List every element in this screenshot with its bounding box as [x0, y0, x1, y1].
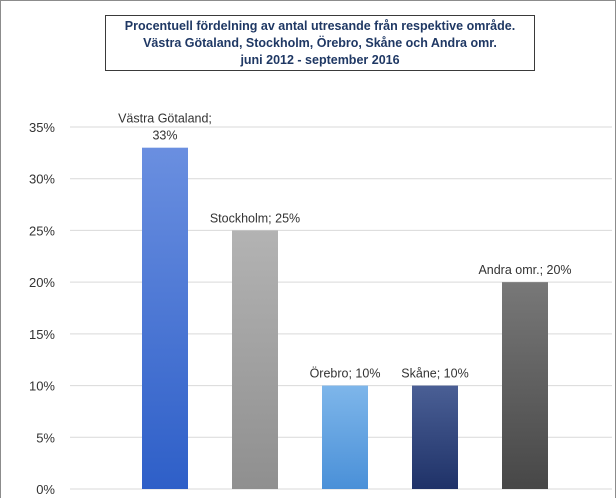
chart-title-box: Procentuell fördelning av antal utresand… [105, 15, 535, 71]
bar-skåne [412, 385, 458, 489]
y-tick-label-5: 5% [36, 430, 55, 445]
chart-title-line-1: Procentuell fördelning av antal utresand… [124, 18, 516, 33]
data-label-3-0: Skåne; 10% [401, 367, 468, 381]
y-tick-label-30: 30% [29, 172, 55, 187]
y-tick-label-25: 25% [29, 223, 55, 238]
chart-title-line-2: Västra Götaland, Stockholm, Örebro, Skån… [143, 35, 497, 50]
y-axis-tick-labels: 0% 5% 10% 15% 20% 25% 30% 35% [29, 120, 55, 497]
y-tick-label-0: 0% [36, 482, 55, 497]
chart-title-line-3: juni 2012 - september 2016 [240, 52, 400, 67]
y-tick-label-10: 10% [29, 379, 55, 394]
bar-andra-omr- [502, 282, 548, 489]
data-label-2-0: Örebro; 10% [310, 367, 381, 381]
bars [142, 147, 548, 489]
data-labels: Västra Götaland; 33% Stockholm; 25% Örebro;… [118, 112, 571, 381]
y-tick-label-15: 15% [29, 327, 55, 342]
data-label-0-0: Västra Götaland; [118, 112, 212, 126]
y-tick-label-20: 20% [29, 275, 55, 290]
data-label-1-0: Stockholm; 25% [210, 211, 300, 225]
data-label-0-1: 33% [152, 129, 177, 143]
data-label-4-0: Andra omr.; 20% [478, 263, 571, 277]
bar-örebro [322, 385, 368, 489]
y-tick-label-35: 35% [29, 120, 55, 135]
bar-västra-götaland [142, 147, 188, 489]
bar-stockholm [232, 230, 278, 489]
